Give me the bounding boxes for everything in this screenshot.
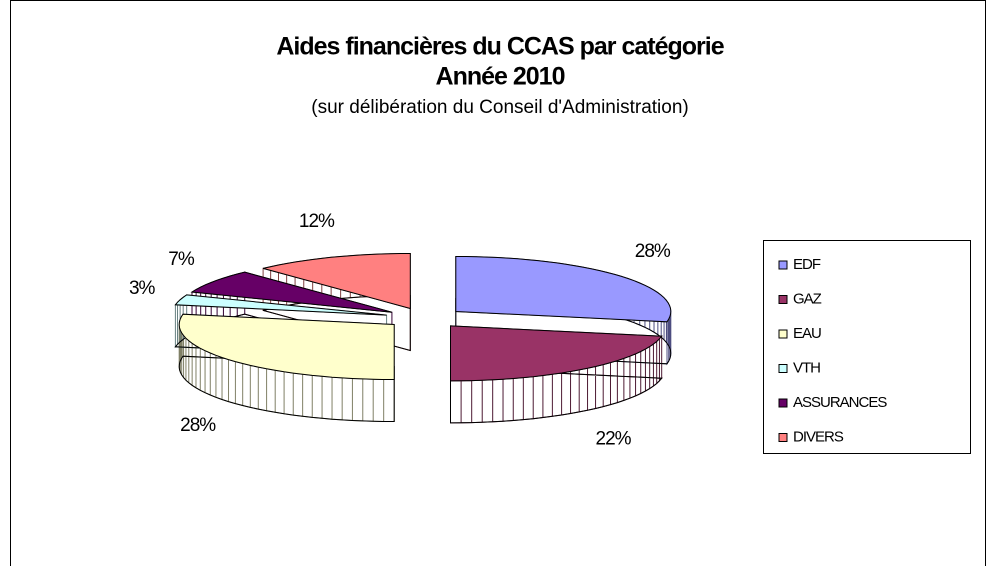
legend-swatch [778,398,788,408]
slice [450,325,663,382]
chart-title: Année 2010 [436,63,565,91]
slice-top-edge [178,355,395,422]
slice [262,253,411,310]
legend-swatch [778,329,788,339]
legend-swatch [778,364,788,373]
slice [178,313,395,380]
legend-swatch [778,260,788,270]
data-label: 7% [168,249,195,270]
data-label: 28% [180,415,216,436]
data-label: 22% [596,429,632,450]
slice [174,294,387,316]
slice-top-edge [450,367,663,424]
legend-label: GAZ [793,290,822,307]
slice [190,271,393,313]
legend-label: EDF [793,256,821,273]
legend-label: ASSURANCES [793,394,887,411]
legend-swatch [778,433,788,442]
slice [455,256,672,323]
legend-label: DIVERS [793,428,844,445]
legend-swatch [778,295,788,304]
data-label: 28% [635,241,671,262]
legend-label: EAU [793,325,821,342]
legend-label: VTH [793,359,820,376]
chart-subtitle: (sur délibération du Conseil d'Administr… [311,97,688,118]
data-label: 3% [129,278,156,299]
data-label: 12% [299,211,335,232]
chart-title: Aides financières du CCAS par catégorie [276,33,724,61]
legend-box [763,240,971,454]
